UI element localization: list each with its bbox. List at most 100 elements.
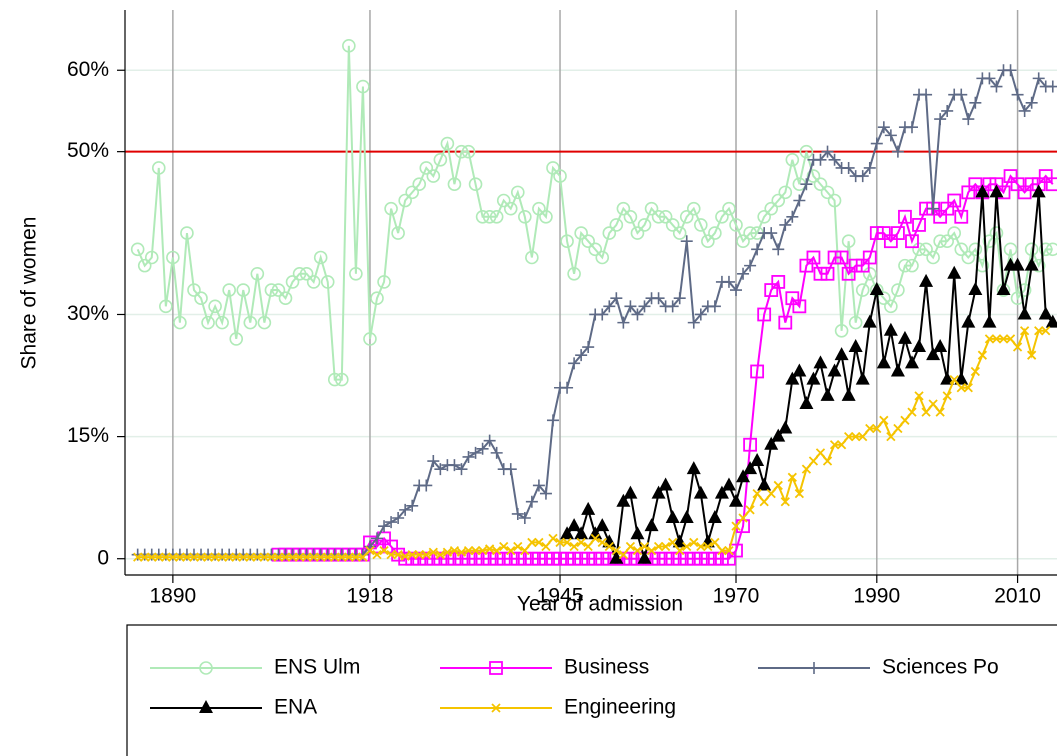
marker [468, 177, 483, 192]
marker [469, 446, 482, 459]
marker [229, 332, 244, 346]
marker [751, 243, 764, 256]
marker [786, 210, 799, 223]
marker [351, 552, 361, 562]
marker [140, 552, 150, 562]
marker [759, 497, 769, 507]
marker [675, 545, 685, 556]
marker [217, 552, 227, 562]
marker [273, 552, 284, 562]
marker [511, 507, 524, 520]
marker [729, 218, 743, 232]
marker [914, 391, 924, 401]
marker [935, 407, 945, 417]
marker [194, 291, 208, 305]
marker [989, 226, 1004, 240]
legend-label: Business [564, 656, 649, 679]
marker [827, 363, 842, 377]
marker [827, 193, 842, 208]
marker [400, 551, 410, 561]
marker [919, 242, 933, 257]
marker [133, 552, 143, 562]
marker [448, 459, 461, 472]
marker [693, 485, 708, 499]
marker [926, 347, 941, 361]
marker [475, 209, 490, 224]
marker [475, 551, 490, 566]
marker [520, 545, 530, 556]
marker [243, 315, 258, 330]
marker [447, 177, 462, 192]
marker [335, 372, 349, 387]
marker [869, 226, 884, 240]
x-tick-label: 1945 [537, 585, 584, 608]
marker [743, 226, 757, 240]
marker [750, 453, 765, 467]
marker [562, 537, 572, 548]
marker [738, 513, 748, 523]
legend-label: Sciences Po [882, 656, 999, 679]
marker [574, 551, 589, 566]
marker [905, 121, 918, 134]
marker [829, 440, 840, 450]
marker [189, 552, 199, 562]
marker [898, 258, 912, 273]
marker [884, 299, 898, 314]
marker [813, 355, 828, 369]
marker [912, 218, 926, 232]
marker [1003, 169, 1018, 183]
marker [778, 420, 793, 434]
legend-marker [489, 661, 503, 675]
marker [644, 518, 659, 532]
marker [461, 551, 476, 566]
marker [808, 456, 819, 466]
marker [147, 552, 157, 562]
marker [539, 487, 552, 500]
marker [870, 137, 883, 150]
marker [525, 495, 538, 508]
marker [238, 552, 248, 562]
marker [1017, 283, 1032, 297]
marker [975, 184, 990, 198]
marker [779, 218, 792, 231]
marker [546, 414, 559, 427]
marker [651, 209, 666, 224]
marker [851, 431, 861, 442]
marker [398, 193, 412, 208]
marker [583, 541, 593, 552]
marker [166, 250, 180, 265]
marker [646, 545, 657, 556]
marker [595, 518, 610, 532]
series [271, 169, 1057, 566]
marker [518, 209, 532, 224]
marker [666, 300, 679, 313]
marker [313, 250, 328, 265]
marker [299, 266, 314, 281]
marker [891, 226, 905, 240]
marker [553, 169, 567, 183]
marker [778, 315, 793, 330]
marker [463, 545, 474, 556]
marker [595, 250, 610, 265]
marker [546, 161, 560, 175]
marker [820, 266, 835, 281]
marker [778, 185, 793, 200]
marker [560, 234, 574, 249]
marker [757, 477, 772, 491]
marker [561, 381, 574, 394]
marker [977, 350, 988, 360]
marker [961, 314, 976, 328]
marker [766, 488, 776, 499]
marker [567, 266, 581, 281]
marker [611, 545, 621, 556]
marker [989, 184, 1004, 198]
marker [920, 88, 933, 101]
marker [744, 259, 757, 272]
marker [879, 415, 889, 425]
marker [434, 463, 447, 476]
marker [752, 488, 762, 499]
marker [799, 258, 814, 273]
marker [686, 201, 701, 216]
marker [912, 339, 927, 353]
y-tick-label: 50% [67, 139, 109, 162]
